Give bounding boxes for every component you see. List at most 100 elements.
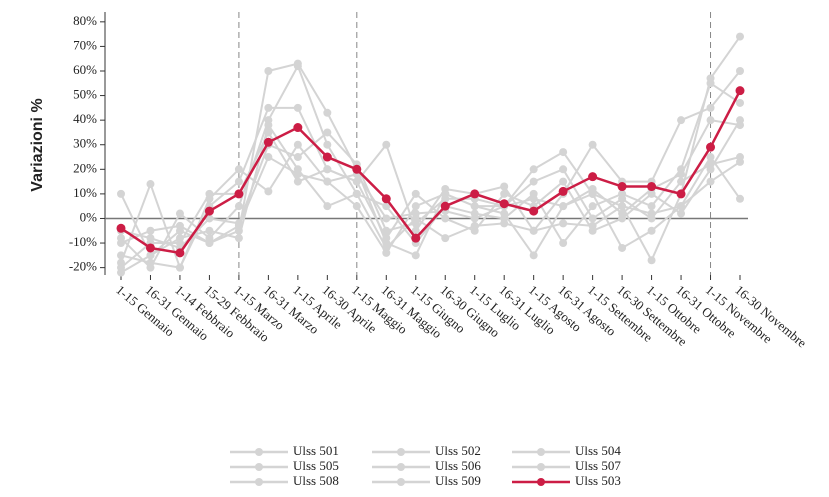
data-point [706,116,715,125]
data-point [293,153,302,162]
data-point [234,177,243,186]
data-point [647,226,656,235]
data-point [264,121,273,130]
data-point [559,177,568,186]
data-point [647,209,656,218]
data-point [588,140,597,149]
data-point [529,165,538,174]
data-point [323,128,332,137]
legend-label: Ulss 507 [575,458,621,473]
legend-marker [397,463,405,471]
data-point [264,153,273,162]
data-point [559,219,568,228]
data-point [500,189,509,198]
data-point [323,140,332,149]
data-point [411,226,420,235]
data-point [441,234,450,243]
legend-label: Ulss 508 [293,473,339,488]
data-point [618,209,627,218]
legend-marker [255,463,263,471]
data-point [470,202,479,211]
data-point [706,153,715,162]
legend-label: Ulss 502 [435,443,481,458]
data-point [588,221,597,230]
data-point [322,152,332,162]
legend-label: Ulss 503 [575,473,621,488]
data-point [234,202,243,211]
data-point [117,239,125,248]
data-point [529,251,538,260]
data-point [736,98,744,107]
data-point [323,202,332,211]
data-point [175,248,185,258]
legend-marker [537,478,545,486]
data-point [352,164,362,174]
y-tick-label: 80% [73,13,97,28]
data-point [204,206,214,216]
data-point [352,177,361,186]
data-point [559,239,568,248]
data-point [529,177,538,186]
data-point [558,186,568,196]
data-point [618,202,627,211]
data-point [529,194,538,203]
legend-marker [255,448,263,456]
data-point [559,202,568,211]
data-point [175,234,184,243]
data-point [470,214,479,223]
data-point [736,66,744,75]
data-point [205,214,214,223]
legend-marker [537,463,545,471]
data-point [117,268,125,277]
data-point [382,243,391,252]
data-point [263,137,273,147]
data-point [293,170,302,179]
data-point [529,206,539,216]
y-tick-label: 40% [73,111,97,126]
data-point [264,66,273,75]
series-line [120,119,741,245]
data-point [411,189,420,198]
data-point [323,177,332,186]
y-tick-label: 10% [73,185,97,200]
y-tick-label: 0% [80,209,98,224]
data-point [146,251,155,260]
data-point [293,62,302,71]
series-line [120,119,741,269]
data-point [677,116,686,125]
y-tick-label: 70% [73,37,97,52]
y-tick-label: 30% [73,136,97,151]
data-point [588,214,597,223]
data-point [323,165,332,174]
data-point [441,194,450,203]
data-point [559,148,568,157]
data-point [500,209,509,218]
data-point [470,221,479,230]
data-point [706,103,715,112]
data-point [234,221,243,230]
data-point [470,189,480,199]
data-point [617,182,627,192]
data-point [500,182,509,191]
data-point [382,234,391,243]
data-point [264,187,273,196]
data-point [677,177,686,186]
data-point [117,251,125,260]
data-point [529,226,538,235]
data-point [706,177,715,186]
series-line [120,131,741,250]
data-point [352,202,361,211]
data-point [500,219,509,228]
data-point [382,226,391,235]
y-tick-label: 50% [73,87,97,102]
data-point [499,199,509,209]
y-tick-label: 20% [73,160,97,175]
data-point [205,239,214,248]
data-point [618,194,627,203]
data-point [146,258,155,267]
data-point [411,202,420,211]
data-point [676,189,686,199]
data-point [736,121,744,130]
legend-marker [397,478,405,486]
data-point [293,123,303,133]
